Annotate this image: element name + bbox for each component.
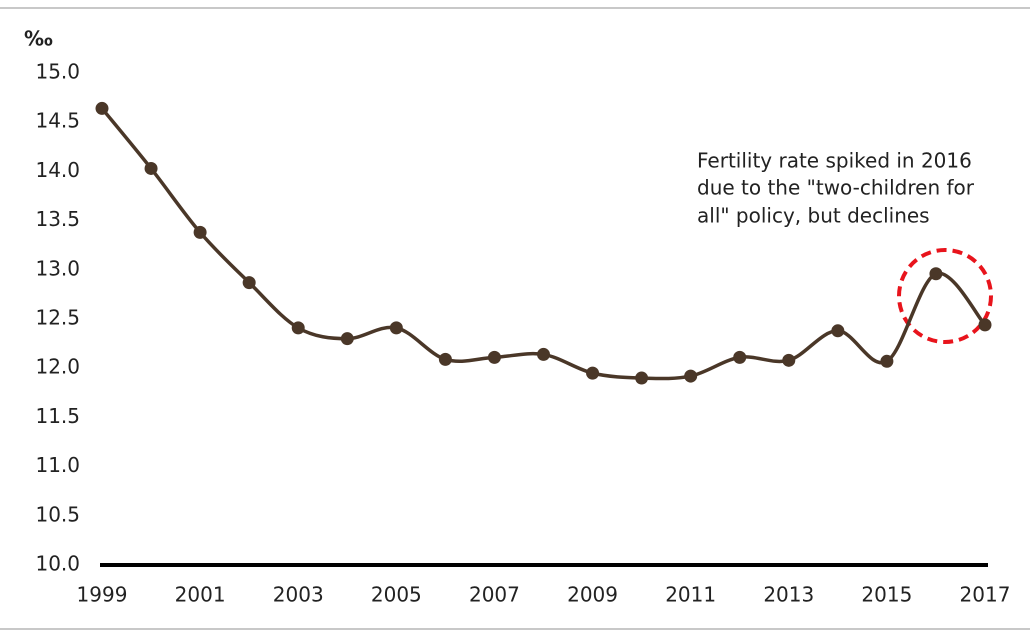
marker	[389, 321, 403, 335]
y-tick-label: 11.0	[35, 453, 80, 477]
annotation: Fertility rate spiked in 2016	[697, 149, 972, 173]
y-tick-label: 14.0	[35, 158, 80, 182]
marker	[487, 350, 501, 364]
marker	[978, 318, 992, 332]
marker	[537, 347, 550, 361]
y-unit: ‰	[24, 27, 53, 51]
marker	[586, 366, 600, 380]
marker	[880, 354, 894, 368]
y-tick-label: 15.0	[35, 60, 80, 84]
marker	[733, 350, 747, 364]
x-tick-label: 2007	[469, 583, 520, 607]
marker	[242, 276, 256, 290]
annotation: all" policy, but declines	[697, 204, 930, 228]
marker	[291, 321, 305, 335]
x-tick-label: 2003	[273, 583, 324, 607]
x-tick-label: 2015	[861, 583, 912, 607]
marker	[929, 267, 943, 281]
y-tick-label: 11.5	[35, 404, 80, 428]
marker	[144, 161, 158, 175]
marker	[782, 353, 796, 367]
y-tick-label: 10.5	[35, 502, 80, 526]
marker	[684, 369, 698, 383]
annotation: due to the "two-children for	[697, 176, 975, 200]
x-tick-label: 2001	[175, 583, 226, 607]
x-tick-label: 2011	[665, 583, 716, 607]
marker	[193, 225, 207, 239]
marker	[340, 332, 354, 346]
marker	[635, 371, 649, 385]
y-tick-label: 13.5	[35, 207, 80, 231]
y-tick-label: 14.5	[35, 109, 80, 133]
marker	[831, 324, 845, 338]
x-tick-label: 2009	[567, 583, 618, 607]
x-tick-label: 2005	[371, 583, 422, 607]
y-tick-label: 12.5	[35, 306, 80, 330]
marker	[95, 101, 109, 115]
marker	[438, 352, 452, 366]
x-tick-label: 2013	[763, 583, 814, 607]
y-tick-label: 10.0	[35, 552, 80, 576]
x-tick-label: 1999	[77, 583, 128, 607]
x-tick-label: 2017	[960, 583, 1011, 607]
highlight-circle	[897, 248, 993, 344]
y-tick-label: 12.0	[35, 355, 80, 379]
y-tick-label: 13.0	[35, 256, 80, 280]
